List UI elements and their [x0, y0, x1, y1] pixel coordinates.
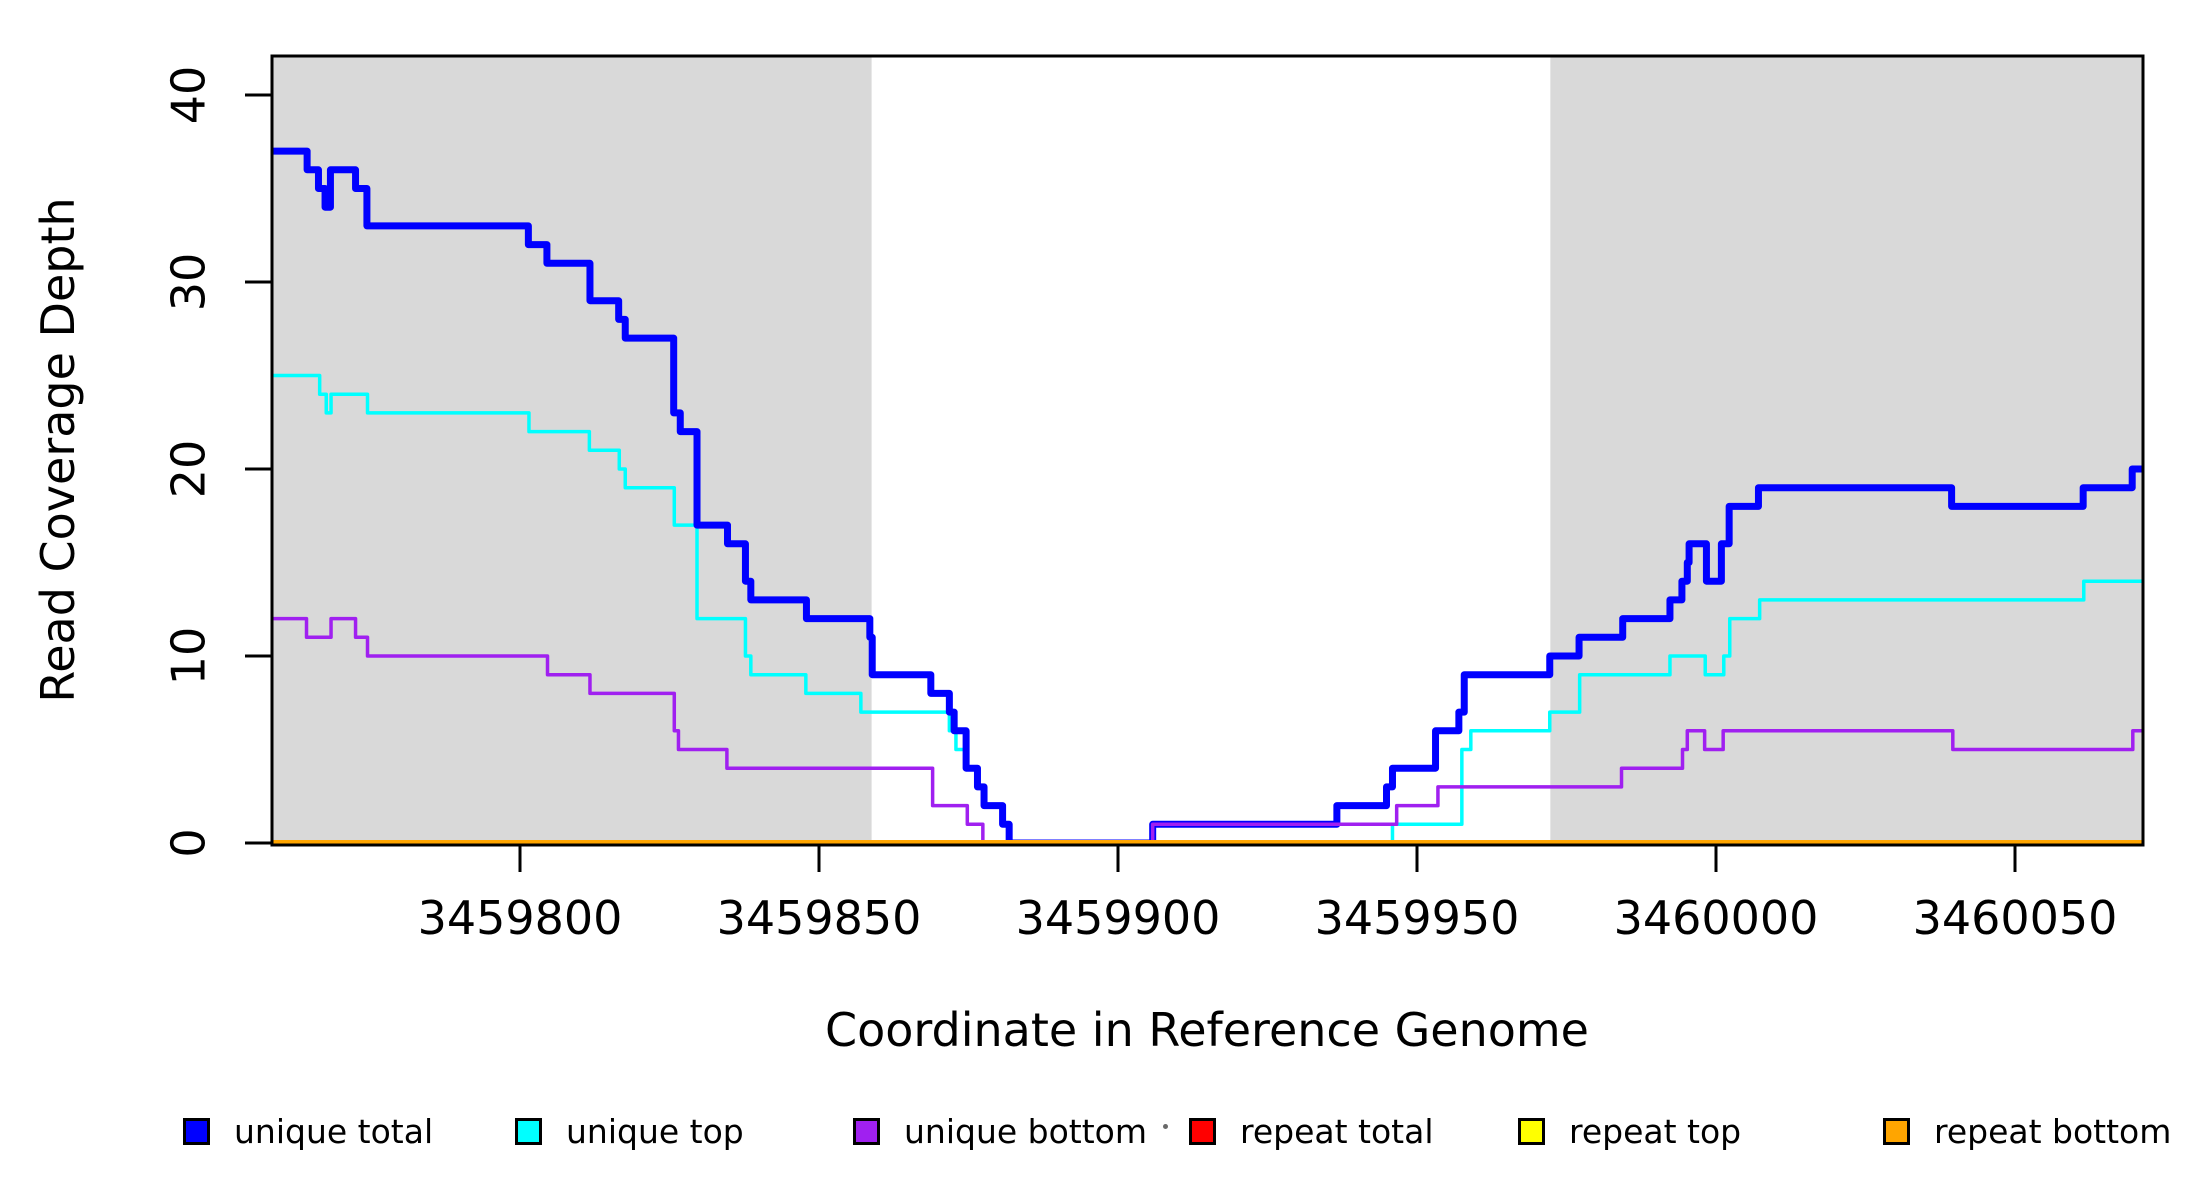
legend: unique total unique top unique bottom repea…	[0, 1103, 2200, 1159]
legend-item-repeat-total: repeat total	[1189, 1103, 1434, 1159]
series-unique-bottom	[272, 616, 2143, 845]
x-tick-label: 3459800	[418, 891, 623, 945]
legend-label: repeat bottom	[1934, 1111, 2172, 1151]
y-axis-title: Read Coverage Depth	[31, 197, 85, 703]
legend-item-unique-bottom: unique bottom	[853, 1103, 1147, 1159]
shaded-region-left	[272, 56, 872, 845]
x-axis-title: Coordinate in Reference Genome	[825, 1003, 1589, 1057]
legend-item-unique-total: unique total	[183, 1103, 433, 1159]
legend-swatch-repeat-top	[1518, 1117, 1545, 1145]
legend-item-repeat-bottom: repeat bottom	[1883, 1103, 2171, 1159]
y-tick-label: 30	[162, 253, 216, 312]
shaded-region-right	[1550, 56, 2143, 845]
legend-label: repeat top	[1569, 1111, 1742, 1151]
x-tick-label: 3460050	[1913, 891, 2118, 945]
x-tick-label: 3459900	[1016, 891, 1221, 945]
legend-swatch-unique-bottom	[853, 1117, 880, 1145]
legend-label: repeat total	[1240, 1111, 1434, 1151]
legend-swatch-unique-total	[183, 1117, 210, 1145]
y-tick-label: 20	[162, 440, 216, 499]
legend-swatch-repeat-bottom	[1883, 1117, 1910, 1145]
legend-swatch-unique-top	[515, 1117, 542, 1145]
legend-item-unique-top: unique top	[515, 1103, 744, 1159]
series-unique-top	[272, 373, 2143, 845]
legend-label: unique bottom	[904, 1111, 1148, 1151]
stray-dot	[1163, 1124, 1168, 1129]
y-tick-label: 10	[162, 627, 216, 686]
x-tick-label: 3459850	[717, 891, 922, 945]
legend-label: unique total	[234, 1111, 434, 1151]
legend-item-repeat-top: repeat top	[1518, 1103, 1741, 1159]
y-tick-label: 40	[162, 66, 216, 125]
plot-border	[270, 54, 2145, 847]
legend-swatch-repeat-total	[1189, 1117, 1216, 1145]
x-tick-label: 3459950	[1315, 891, 1520, 945]
x-tick-label: 3460000	[1614, 891, 1819, 945]
y-tick-label: 0	[162, 828, 216, 857]
legend-label: unique top	[566, 1111, 744, 1151]
series-unique-total	[272, 147, 2143, 847]
